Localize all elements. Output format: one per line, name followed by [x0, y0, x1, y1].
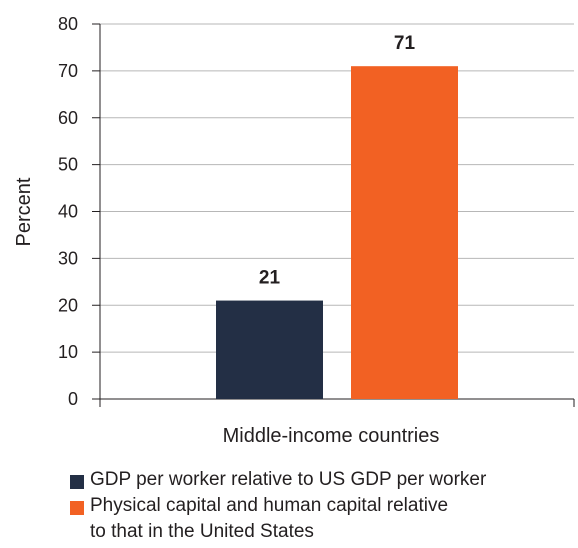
y-axis-title: Percent [13, 177, 35, 246]
bar-capital [351, 66, 458, 399]
y-tick-label: 60 [58, 108, 78, 128]
y-tick-label: 40 [58, 202, 78, 222]
y-tick-label: 50 [58, 155, 78, 175]
data-label-capital: 71 [394, 33, 416, 54]
legend-swatch-orange [70, 501, 84, 515]
y-tick-label: 0 [68, 389, 78, 409]
y-tick-label: 80 [58, 14, 78, 34]
y-tick-label: 10 [58, 342, 78, 362]
y-axis-ticks: 0 10 20 30 40 50 60 70 80 [58, 14, 100, 409]
legend-label-capital-line1: Physical capital and human capital relat… [90, 495, 449, 516]
legend-label-capital-line2: to that in the United States [90, 521, 314, 542]
legend-item-capital: Physical capital and human capital relat… [70, 493, 570, 545]
legend-label-gdp: GDP per worker relative to US GDP per wo… [90, 469, 487, 490]
y-tick-label: 20 [58, 295, 78, 315]
gridlines [100, 23, 574, 353]
x-axis-category-label: Middle-income countries [223, 425, 440, 447]
bar-chart: 0 10 20 30 40 50 60 70 80 21 71 Percent Middle-in… [13, 14, 575, 447]
y-tick-label: 30 [58, 248, 78, 268]
legend: GDP per worker relative to US GDP per wo… [70, 467, 570, 545]
y-tick-label: 70 [58, 61, 78, 81]
bar-gdp-per-worker [216, 300, 323, 399]
legend-item-gdp: GDP per worker relative to US GDP per wo… [70, 467, 570, 493]
legend-swatch-navy [70, 475, 84, 489]
data-label-gdp-per-worker: 21 [259, 268, 281, 289]
bars: 21 71 [216, 33, 458, 399]
